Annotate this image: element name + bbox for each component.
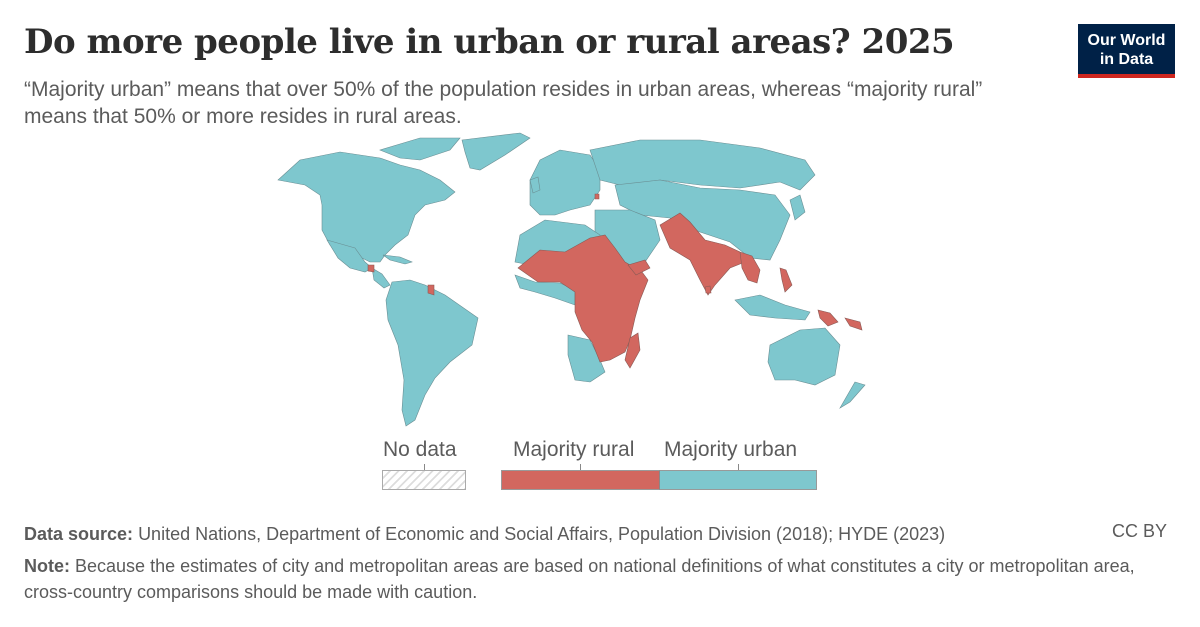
legend-rural-swatch[interactable] <box>501 470 659 490</box>
chart-subtitle: “Majority urban” means that over 50% of … <box>24 78 983 128</box>
region-central-asia <box>614 179 791 261</box>
region-solomon-islands <box>844 317 863 331</box>
region-caribbean <box>382 254 413 265</box>
region-japan <box>789 194 806 221</box>
region-guyana <box>427 284 435 296</box>
region-southern-africa <box>567 334 606 383</box>
legend-no-data-swatch[interactable] <box>382 470 466 490</box>
region-south-america <box>385 279 479 427</box>
legend-urban-swatch[interactable] <box>659 470 817 490</box>
region-south-asia <box>659 212 746 296</box>
region-yemen <box>627 259 651 276</box>
region-papua-new-guinea <box>817 309 839 327</box>
note: Note: Because the estimates of city and … <box>24 553 1174 605</box>
logo-accent-bar <box>1078 74 1175 78</box>
data-source-text: United Nations, Department of Economic a… <box>138 524 946 544</box>
region-new-zealand <box>839 381 866 409</box>
legend-tick <box>738 464 739 470</box>
region-madagascar <box>624 332 641 369</box>
region-arctic-islands <box>379 137 461 161</box>
data-source: Data source: United Nations, Department … <box>24 521 945 547</box>
note-label: Note: <box>24 556 70 576</box>
region-moldova <box>594 193 600 200</box>
license-link[interactable]: CC BY <box>1112 521 1168 541</box>
region-sri-lanka <box>704 285 712 294</box>
region-central-america <box>371 267 391 289</box>
chart-title: Do more people live in urban or rural ar… <box>24 22 955 62</box>
world-map[interactable] <box>270 128 910 438</box>
region-guatemala <box>367 264 375 273</box>
region-australia <box>767 327 841 386</box>
region-uk <box>529 176 541 194</box>
region-russia <box>589 139 816 191</box>
owid-logo[interactable]: Our World in Data <box>1078 24 1175 78</box>
region-mainland-se-asia <box>739 251 761 284</box>
legend-rural-label: Majority rural <box>513 438 635 461</box>
legend-no-data-label: No data <box>383 438 457 461</box>
legend-urban-label: Majority urban <box>664 438 798 461</box>
legend-tick <box>580 464 581 470</box>
region-indonesia-malaysia <box>734 294 811 321</box>
region-north-america <box>277 151 456 263</box>
data-source-label: Data source: <box>24 524 134 544</box>
region-europe <box>529 149 601 216</box>
logo-line-2: in Data <box>1099 51 1154 68</box>
region-philippines <box>779 267 793 293</box>
region-africa-rural <box>517 234 649 363</box>
legend-tick <box>424 464 425 470</box>
logo-line-1: Our World <box>1087 32 1166 49</box>
note-text: Because the estimates of city and metrop… <box>24 556 1135 602</box>
region-greenland <box>461 132 531 171</box>
